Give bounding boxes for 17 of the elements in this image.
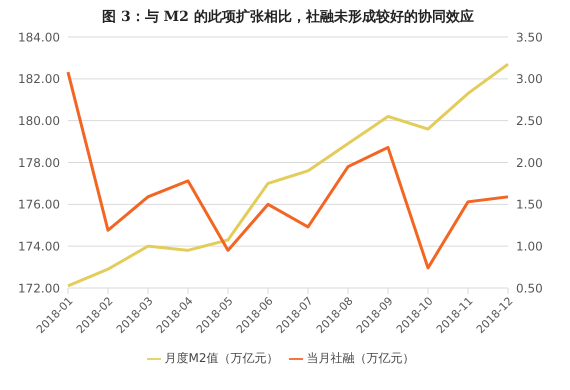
legend-label: 月度M2值（万亿元） bbox=[164, 351, 278, 365]
y2-tick-label: 3.50 bbox=[516, 30, 543, 44]
y2-tick-label: 1.50 bbox=[516, 198, 543, 212]
y2-tick-label: 3.00 bbox=[516, 72, 543, 86]
y2-tick-label: 2.50 bbox=[516, 114, 543, 128]
y-tick-label: 174.00 bbox=[18, 239, 60, 254]
y2-tick-label: 0.50 bbox=[516, 281, 543, 296]
y-tick-label: 182.00 bbox=[18, 72, 60, 86]
chart-title: 图 3：与 M2 的此项扩张相比，社融未形成较好的协同效应 bbox=[101, 8, 475, 26]
y2-tick-label: 1.00 bbox=[516, 239, 543, 254]
y-tick-label: 184.00 bbox=[18, 30, 60, 44]
legend-label: 当月社融（万亿元） bbox=[306, 351, 414, 365]
y-tick-label: 178.00 bbox=[18, 156, 60, 170]
y-tick-label: 172.00 bbox=[18, 281, 60, 296]
y-tick-label: 176.00 bbox=[18, 198, 60, 212]
y2-tick-label: 2.00 bbox=[516, 156, 543, 170]
y-tick-label: 180.00 bbox=[18, 114, 60, 128]
